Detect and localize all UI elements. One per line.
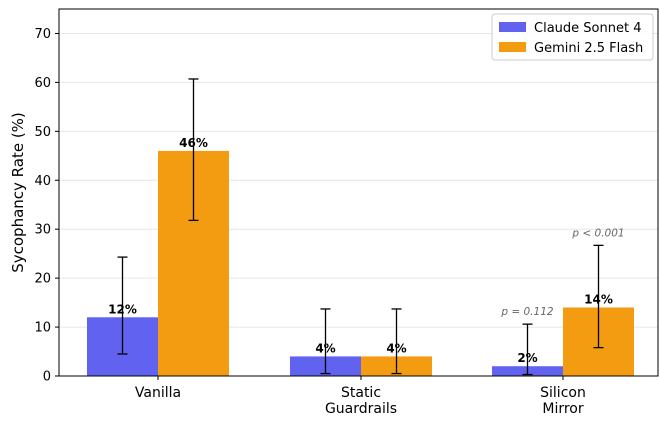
- data-label: 4%: [315, 341, 335, 355]
- legend-box: [491, 13, 654, 61]
- y-axis: 0 10 20 30 40 50 60 70: [34, 27, 59, 385]
- x-tick-label-line: Vanilla: [135, 385, 181, 401]
- y-tick-label: 10: [34, 321, 51, 336]
- y-axis-label: Sycophancy Rate (%): [9, 112, 27, 273]
- x-tick-label: Silicon Mirror: [540, 385, 586, 417]
- legend-swatch: [499, 42, 526, 52]
- data-label: 46%: [179, 136, 208, 150]
- y-tick-label: 60: [34, 76, 51, 91]
- data-label: 2%: [517, 351, 537, 365]
- legend: Claude Sonnet 4 Gemini 2.5 Flash: [491, 13, 654, 61]
- y-tick-label: 20: [34, 272, 51, 287]
- x-tick-label-line: Static: [341, 385, 381, 401]
- value-labels: 12% 4% 2% 46% 4% 14%: [108, 136, 613, 365]
- y-tick-label: 50: [34, 125, 51, 140]
- error-bars: [117, 78, 604, 376]
- y-tick-label: 30: [34, 223, 51, 238]
- annotations: p = 0.112 p < 0.001: [500, 227, 624, 318]
- bars: [87, 150, 634, 376]
- legend-swatch: [499, 22, 526, 32]
- p-value-annotation: p = 0.112: [500, 306, 554, 318]
- data-label: 12%: [108, 302, 137, 316]
- x-tick-label-line: Silicon: [540, 385, 586, 401]
- y-tick-label: 70: [34, 27, 51, 42]
- legend-label: Gemini 2.5 Flash: [534, 41, 643, 56]
- x-tick-label: Static Guardrails: [325, 385, 397, 417]
- y-tick-label: 0: [43, 370, 51, 385]
- y-tick-label: 40: [34, 174, 51, 189]
- x-tick-label-line: Mirror: [542, 401, 583, 417]
- p-value-annotation: p < 0.001: [571, 227, 624, 239]
- x-axis: Vanilla Static Guardrails Silicon Mirror: [135, 376, 586, 417]
- legend-label: Claude Sonnet 4: [534, 21, 641, 36]
- x-tick-label: Vanilla: [135, 385, 181, 401]
- plot-frame: [58, 8, 659, 377]
- x-tick-label-line: Guardrails: [325, 401, 397, 417]
- data-label: 4%: [386, 341, 406, 355]
- data-label: 14%: [584, 292, 613, 306]
